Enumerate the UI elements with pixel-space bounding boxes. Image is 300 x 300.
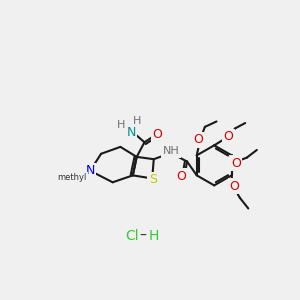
Text: N: N: [85, 164, 95, 177]
Text: H: H: [117, 120, 125, 130]
Text: H: H: [148, 229, 159, 243]
Text: N: N: [127, 126, 136, 139]
Text: O: O: [177, 169, 187, 183]
Text: S: S: [149, 173, 157, 187]
Text: O: O: [230, 180, 239, 193]
Text: O: O: [223, 130, 233, 143]
Text: methyl: methyl: [58, 173, 87, 182]
Text: O: O: [231, 157, 241, 169]
Text: –: –: [140, 229, 146, 243]
Text: O: O: [193, 134, 203, 146]
Text: H: H: [133, 116, 142, 126]
Text: NH: NH: [162, 146, 179, 157]
Text: Cl: Cl: [125, 229, 139, 243]
Text: O: O: [153, 128, 163, 141]
